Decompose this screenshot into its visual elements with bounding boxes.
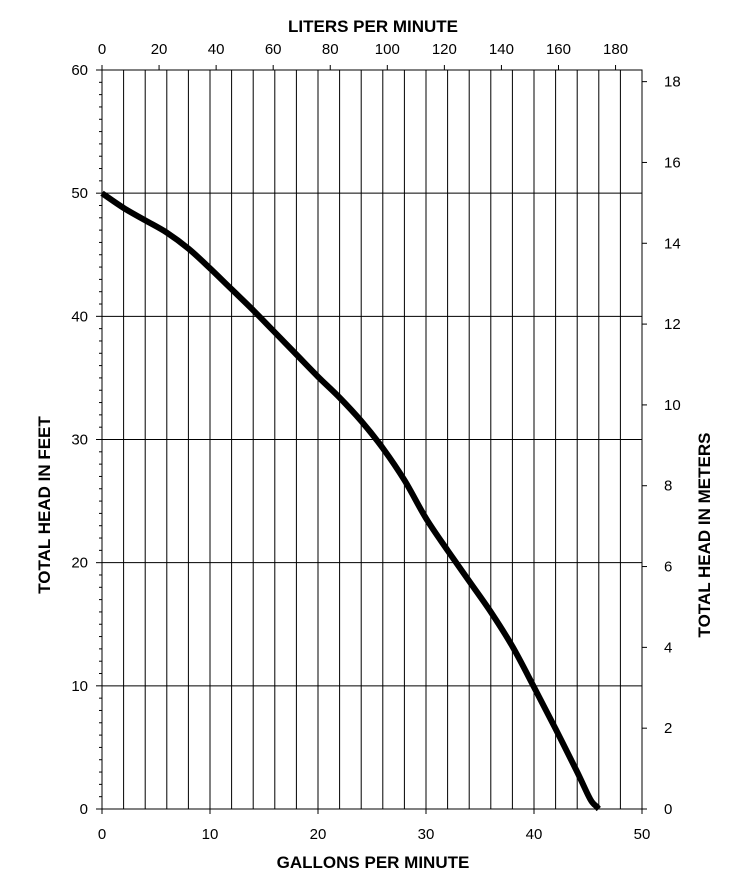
y2-tick-label: 2	[664, 720, 672, 737]
x2-tick-label: 0	[98, 41, 106, 58]
x2-tick-label: 120	[432, 41, 457, 58]
y-tick-label: 30	[71, 432, 88, 449]
y-tick-label: 10	[71, 678, 88, 695]
top-axis-title: LITERS PER MINUTE	[288, 17, 458, 36]
y2-tick-label: 4	[664, 639, 672, 656]
x2-tick-label: 180	[603, 41, 628, 58]
left-axis-title: TOTAL HEAD IN FEET	[35, 416, 54, 594]
x-tick-label: 40	[526, 826, 543, 843]
grid-lines	[101, 69, 643, 810]
x-tick-label: 50	[634, 826, 651, 843]
x2-tick-label: 140	[489, 41, 514, 58]
x-tick-label: 30	[418, 826, 435, 843]
y-tick-label: 0	[80, 801, 88, 818]
pump-curve-line	[100, 190, 601, 812]
y2-tick-label: 8	[664, 478, 672, 495]
x2-tick-label: 20	[151, 41, 168, 58]
bottom-axis-title: GALLONS PER MINUTE	[277, 853, 470, 872]
x2-tick-label: 160	[546, 41, 571, 58]
series-layer	[100, 190, 601, 812]
y2-tick-label: 6	[664, 559, 672, 576]
x2-tick-label: 100	[375, 41, 400, 58]
x2-tick-label: 80	[322, 41, 339, 58]
x-tick-label: 20	[310, 826, 327, 843]
y-tick-label: 20	[71, 555, 88, 572]
y2-tick-label: 0	[664, 801, 672, 818]
y-tick-label: 40	[71, 308, 88, 325]
y2-tick-label: 18	[664, 74, 681, 91]
x-tick-label: 10	[202, 826, 219, 843]
x2-tick-label: 40	[208, 41, 225, 58]
y2-tick-label: 10	[664, 397, 681, 414]
tick-marks	[96, 65, 647, 814]
y2-tick-label: 12	[664, 316, 681, 333]
x-tick-label: 0	[98, 826, 106, 843]
y2-tick-label: 16	[664, 154, 681, 171]
y-tick-label: 60	[71, 62, 88, 79]
y2-tick-label: 14	[664, 235, 681, 252]
x2-tick-label: 60	[265, 41, 282, 58]
right-axis-title: TOTAL HEAD IN METERS	[695, 433, 714, 638]
y-tick-label: 50	[71, 185, 88, 202]
